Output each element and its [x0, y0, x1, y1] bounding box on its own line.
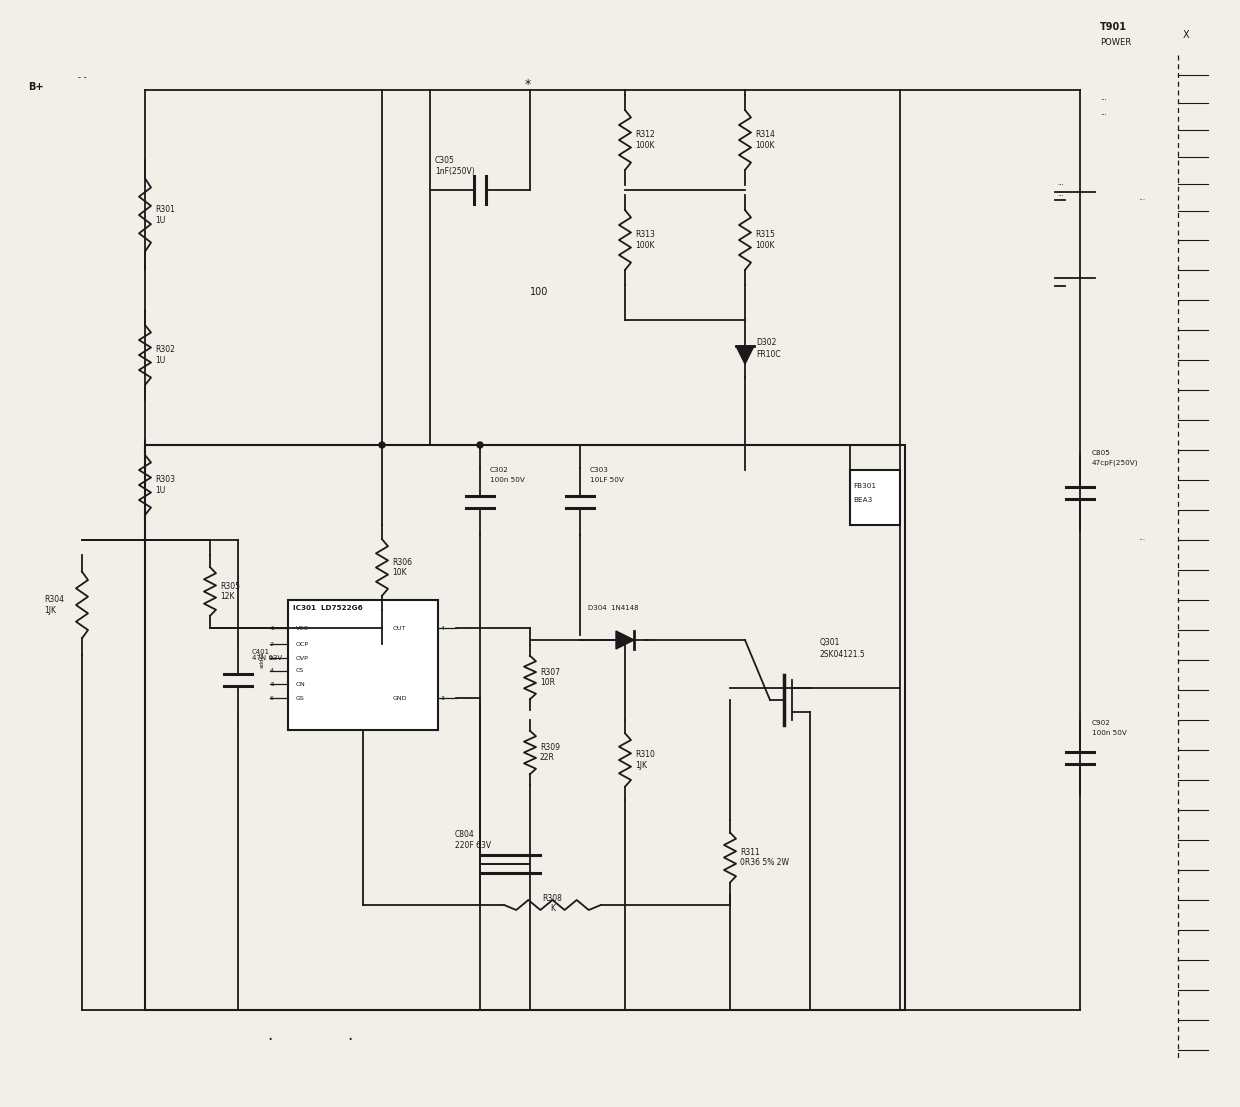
Text: 100n 50V: 100n 50V	[490, 477, 525, 483]
Text: C302: C302	[490, 467, 508, 473]
Text: C303: C303	[590, 467, 609, 473]
Text: FR10C: FR10C	[756, 350, 781, 359]
Text: R313
100K: R313 100K	[635, 230, 655, 250]
Text: R306
10K: R306 10K	[392, 558, 412, 577]
Text: C401
47N 63V: C401 47N 63V	[252, 649, 283, 662]
Text: R315
100K: R315 100K	[755, 230, 775, 250]
Text: R312
100K: R312 100K	[635, 131, 655, 149]
Text: ON: ON	[296, 682, 306, 686]
Text: R311
0R36 5% 2W: R311 0R36 5% 2W	[740, 848, 789, 867]
Text: POWER: POWER	[1100, 38, 1131, 46]
Text: ...: ...	[1138, 193, 1145, 201]
Text: FB301: FB301	[853, 483, 875, 489]
Text: ...: ...	[1056, 192, 1064, 197]
Text: .: .	[268, 1026, 273, 1044]
Text: 220F 63V: 220F 63V	[455, 841, 491, 850]
Text: X: X	[1183, 30, 1189, 40]
Text: R314
100K: R314 100K	[755, 131, 775, 149]
Text: BEA3: BEA3	[853, 497, 872, 503]
Text: OVP: OVP	[296, 655, 309, 661]
Text: *: *	[525, 77, 531, 91]
Text: D304  1N4148: D304 1N4148	[588, 606, 639, 611]
Text: 1nF(250V): 1nF(250V)	[435, 167, 475, 176]
Text: 3: 3	[270, 655, 274, 661]
Text: ...: ...	[1100, 95, 1107, 101]
Text: R304
1JK: R304 1JK	[43, 596, 64, 614]
Text: ...: ...	[1138, 532, 1145, 542]
Text: CS: CS	[296, 669, 304, 673]
Text: C804: C804	[455, 830, 475, 839]
Bar	[145, 445, 905, 1010]
Text: Q301: Q301	[820, 638, 841, 646]
Text: R303
1U: R303 1U	[155, 475, 175, 495]
Text: ...: ...	[1056, 180, 1064, 186]
Text: ...: ...	[1100, 110, 1107, 116]
Text: 47cpF(250V): 47cpF(250V)	[1092, 461, 1138, 466]
Text: D302: D302	[756, 338, 776, 346]
Text: 100: 100	[529, 287, 548, 297]
Text: OUT: OUT	[393, 625, 407, 631]
Text: C805: C805	[1092, 451, 1111, 456]
Text: addii1: addii1	[260, 652, 265, 669]
Circle shape	[477, 442, 484, 448]
Circle shape	[379, 442, 384, 448]
Text: IC301  LD7522G6: IC301 LD7522G6	[293, 606, 363, 611]
Polygon shape	[616, 631, 634, 649]
Text: R305
12K: R305 12K	[219, 582, 241, 601]
Text: C305: C305	[435, 156, 455, 165]
Text: R307
10R: R307 10R	[539, 668, 560, 687]
Text: - -: - -	[78, 73, 87, 82]
Text: R308
K: R308 K	[543, 893, 563, 913]
Text: GND: GND	[393, 695, 408, 701]
Text: C902: C902	[1092, 720, 1111, 726]
Text: R309
22R: R309 22R	[539, 743, 560, 763]
Text: R302
1U: R302 1U	[155, 345, 175, 364]
Text: 5: 5	[270, 682, 274, 686]
Text: .: .	[347, 1026, 352, 1044]
Text: 6: 6	[270, 695, 274, 701]
Text: GS: GS	[296, 695, 305, 701]
Text: 1: 1	[270, 625, 274, 631]
Bar	[288, 600, 438, 730]
Text: R310
1JK: R310 1JK	[635, 751, 655, 769]
Text: VCC: VCC	[296, 625, 309, 631]
Text: OCP: OCP	[296, 641, 309, 646]
Text: 3: 3	[441, 695, 445, 701]
Polygon shape	[737, 346, 754, 364]
Text: 4: 4	[441, 625, 445, 631]
Text: T901: T901	[1100, 22, 1127, 32]
Text: B+: B+	[29, 82, 43, 92]
Text: 4: 4	[270, 669, 274, 673]
Bar	[849, 470, 900, 525]
Text: 10LF 50V: 10LF 50V	[590, 477, 624, 483]
Text: 2: 2	[270, 641, 274, 646]
Text: R301
1U: R301 1U	[155, 205, 175, 225]
Text: 2SK04121.5: 2SK04121.5	[820, 650, 866, 659]
Text: 100n 50V: 100n 50V	[1092, 730, 1127, 736]
